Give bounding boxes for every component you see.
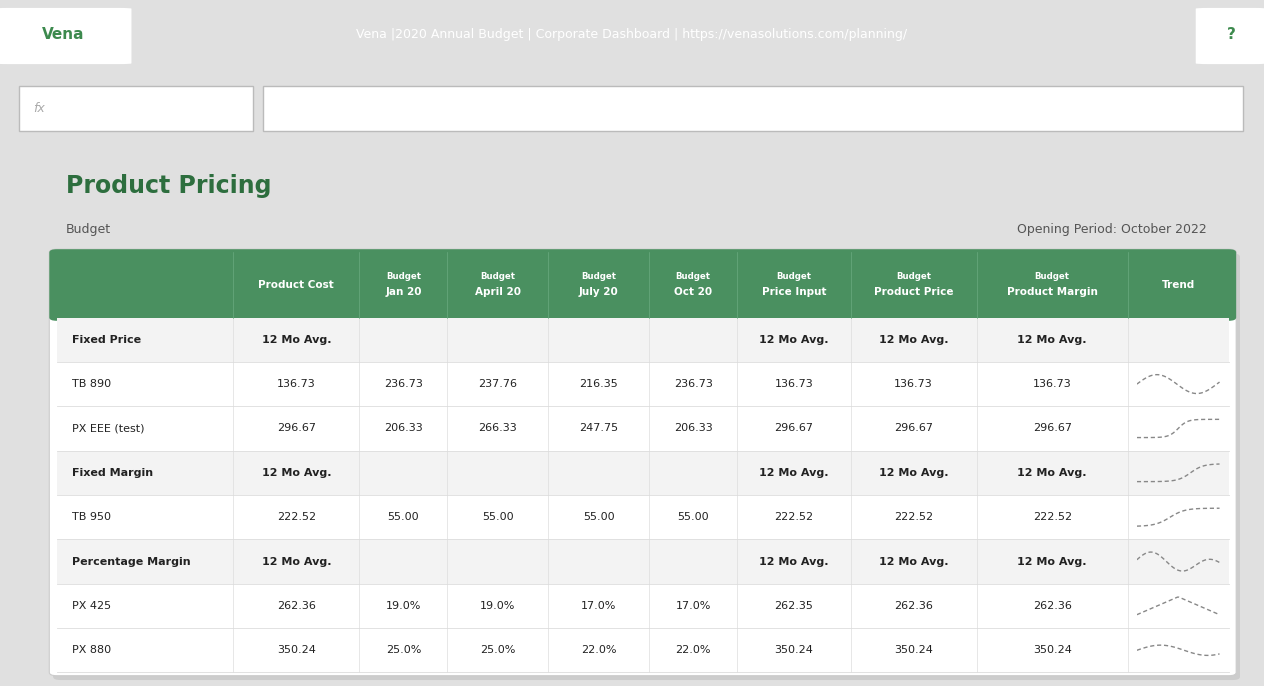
Bar [57, 628, 1229, 672]
Bar [57, 495, 1229, 539]
Text: TB 890: TB 890 [72, 379, 111, 389]
FancyBboxPatch shape [53, 254, 1240, 680]
Text: 350.24: 350.24 [775, 646, 813, 655]
Text: 262.35: 262.35 [775, 601, 813, 611]
Text: Budget: Budget [66, 223, 111, 236]
Text: Budget: Budget [676, 272, 710, 281]
Text: 136.73: 136.73 [277, 379, 316, 389]
Bar [57, 539, 1229, 584]
Text: Budget: Budget [1035, 272, 1069, 281]
Text: 12 Mo Avg.: 12 Mo Avg. [262, 468, 331, 478]
Text: 22.0%: 22.0% [675, 646, 710, 655]
Text: 55.00: 55.00 [388, 512, 420, 522]
Text: 22.0%: 22.0% [581, 646, 617, 655]
Text: Trend: Trend [1162, 280, 1194, 290]
Text: 12 Mo Avg.: 12 Mo Avg. [878, 468, 948, 478]
Text: 222.52: 222.52 [277, 512, 316, 522]
Text: Budget: Budget [480, 272, 516, 281]
FancyBboxPatch shape [1196, 8, 1264, 64]
Bar [57, 362, 1229, 406]
Text: 12 Mo Avg.: 12 Mo Avg. [878, 556, 948, 567]
Text: 136.73: 136.73 [775, 379, 813, 389]
Text: PX 425: PX 425 [72, 601, 111, 611]
Text: 206.33: 206.33 [674, 423, 713, 434]
Text: 17.0%: 17.0% [675, 601, 710, 611]
Text: Price Input: Price Input [762, 287, 827, 297]
Bar [57, 318, 1229, 362]
Text: Opening Period: October 2022: Opening Period: October 2022 [1018, 223, 1207, 236]
Text: Fixed Price: Fixed Price [72, 335, 142, 345]
FancyBboxPatch shape [0, 8, 131, 64]
Text: 296.67: 296.67 [1033, 423, 1072, 434]
Text: 12 Mo Avg.: 12 Mo Avg. [1018, 335, 1087, 345]
Text: 12 Mo Avg.: 12 Mo Avg. [760, 335, 829, 345]
Text: 216.35: 216.35 [579, 379, 618, 389]
Text: 55.00: 55.00 [678, 512, 709, 522]
FancyBboxPatch shape [263, 86, 1243, 131]
Text: PX EEE (test): PX EEE (test) [72, 423, 144, 434]
Text: 350.24: 350.24 [1033, 646, 1072, 655]
Text: 12 Mo Avg.: 12 Mo Avg. [760, 556, 829, 567]
Text: 206.33: 206.33 [384, 423, 422, 434]
Text: TB 950: TB 950 [72, 512, 111, 522]
Text: 12 Mo Avg.: 12 Mo Avg. [1018, 556, 1087, 567]
Text: 296.67: 296.67 [277, 423, 316, 434]
Text: 262.36: 262.36 [277, 601, 316, 611]
Text: 12 Mo Avg.: 12 Mo Avg. [760, 468, 829, 478]
Text: 136.73: 136.73 [894, 379, 933, 389]
Text: 247.75: 247.75 [579, 423, 618, 434]
Text: 296.67: 296.67 [775, 423, 814, 434]
Text: 12 Mo Avg.: 12 Mo Avg. [262, 556, 331, 567]
Text: Percentage Margin: Percentage Margin [72, 556, 191, 567]
Text: 236.73: 236.73 [384, 379, 422, 389]
Text: 262.36: 262.36 [894, 601, 933, 611]
Text: Jan 20: Jan 20 [386, 287, 422, 297]
Text: Budget: Budget [581, 272, 616, 281]
Text: 12 Mo Avg.: 12 Mo Avg. [1018, 468, 1087, 478]
Text: 350.24: 350.24 [894, 646, 933, 655]
Bar [57, 451, 1229, 495]
Text: PX 880: PX 880 [72, 646, 111, 655]
Text: Product Cost: Product Cost [258, 280, 334, 290]
Text: Product Margin: Product Margin [1007, 287, 1097, 297]
Text: 25.0%: 25.0% [480, 646, 516, 655]
Text: July 20: July 20 [579, 287, 618, 297]
Text: 55.00: 55.00 [583, 512, 614, 522]
Text: 266.33: 266.33 [479, 423, 517, 434]
Text: fx: fx [33, 102, 44, 115]
Text: 236.73: 236.73 [674, 379, 713, 389]
FancyBboxPatch shape [49, 249, 1236, 676]
Text: Fixed Margin: Fixed Margin [72, 468, 153, 478]
Text: 19.0%: 19.0% [480, 601, 516, 611]
Text: Product Price: Product Price [873, 287, 953, 297]
Text: 12 Mo Avg.: 12 Mo Avg. [878, 335, 948, 345]
Text: 222.52: 222.52 [1033, 512, 1072, 522]
FancyBboxPatch shape [49, 249, 1236, 321]
Text: 222.52: 222.52 [894, 512, 933, 522]
Text: ?: ? [1226, 27, 1236, 42]
Text: 17.0%: 17.0% [581, 601, 617, 611]
Text: 136.73: 136.73 [1033, 379, 1072, 389]
Text: 25.0%: 25.0% [386, 646, 421, 655]
Text: 12 Mo Avg.: 12 Mo Avg. [262, 335, 331, 345]
Text: Vena |2020 Annual Budget | Corporate Dashboard | https://venasolutions.com/plann: Vena |2020 Annual Budget | Corporate Das… [356, 28, 908, 41]
Text: Product Pricing: Product Pricing [66, 174, 272, 198]
Text: 350.24: 350.24 [277, 646, 316, 655]
Text: 262.36: 262.36 [1033, 601, 1072, 611]
Text: 296.67: 296.67 [894, 423, 933, 434]
Text: April 20: April 20 [475, 287, 521, 297]
Text: 19.0%: 19.0% [386, 601, 421, 611]
Bar [57, 406, 1229, 451]
Text: Budget: Budget [776, 272, 811, 281]
FancyBboxPatch shape [19, 86, 253, 131]
Text: Vena: Vena [42, 27, 85, 42]
Text: 222.52: 222.52 [775, 512, 814, 522]
Text: Oct 20: Oct 20 [674, 287, 712, 297]
Text: 237.76: 237.76 [478, 379, 517, 389]
Bar [57, 584, 1229, 628]
Text: 55.00: 55.00 [482, 512, 513, 522]
Text: Budget: Budget [896, 272, 932, 281]
Text: Budget: Budget [386, 272, 421, 281]
